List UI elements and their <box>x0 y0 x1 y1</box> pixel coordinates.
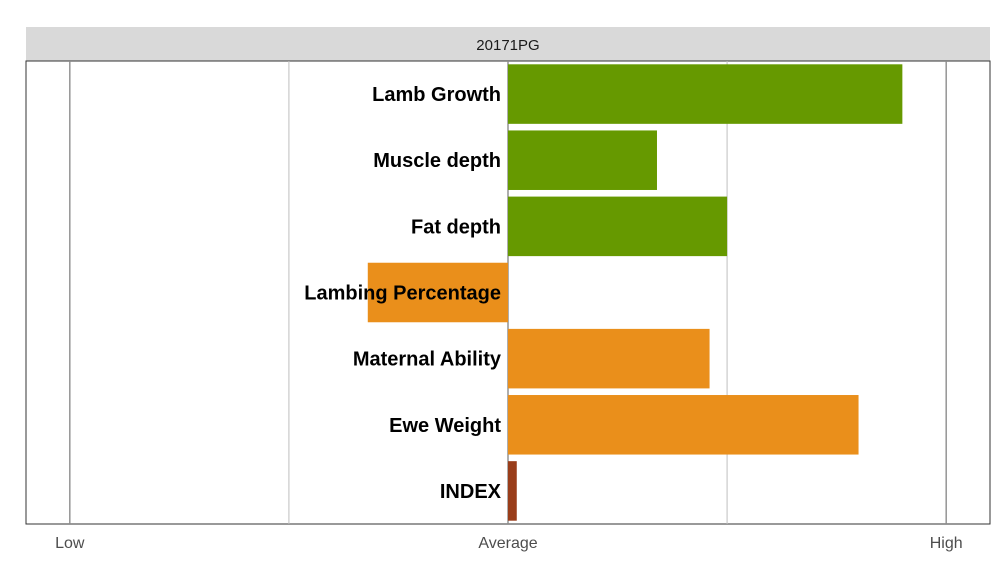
bar-labels: Lamb Growth Muscle depth Fat depth Lambing … <box>304 84 502 503</box>
bar-label-muscle-depth: Muscle depth <box>373 150 501 172</box>
bar-label-lamb-growth: Lamb Growth <box>372 84 501 106</box>
bars <box>367 64 903 521</box>
x-tick-label-low: Low <box>55 535 85 552</box>
facet-strip <box>26 27 990 61</box>
bar-label-index: INDEX <box>440 481 502 503</box>
facet-title: 20171PG <box>476 37 539 54</box>
x-axis-tick-labels: Low Average High <box>55 535 962 552</box>
bar-lamb-growth <box>508 64 903 124</box>
bar-ewe-weight <box>508 395 859 455</box>
bar-label-fat-depth: Fat depth <box>411 216 501 238</box>
bar-index <box>508 461 517 521</box>
bar-label-maternal-ability: Maternal Ability <box>353 349 502 371</box>
bar-label-ewe-weight: Ewe Weight <box>389 415 501 437</box>
bar-maternal-ability <box>508 328 710 389</box>
bar-label-lambing-percentage: Lambing Percentage <box>304 283 501 305</box>
x-tick-label-high: High <box>930 535 963 552</box>
x-tick-label-average: Average <box>478 535 537 552</box>
bar-lambing-percentage <box>367 262 508 323</box>
bar-muscle-depth <box>508 130 657 190</box>
bar-fat-depth <box>508 196 728 257</box>
